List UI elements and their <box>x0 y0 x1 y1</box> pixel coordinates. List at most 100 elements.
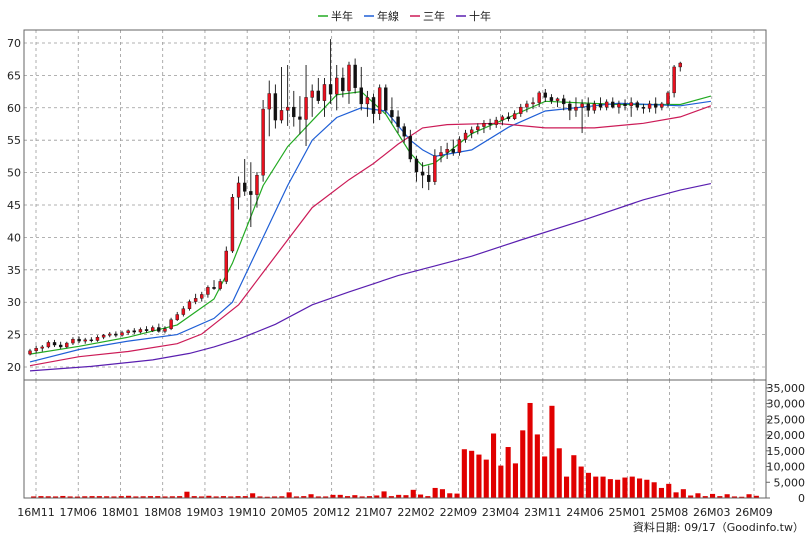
candle-body <box>28 350 32 355</box>
volume-bar <box>593 476 599 498</box>
candle <box>469 126 474 139</box>
candle-body <box>641 106 646 109</box>
volume-bar <box>250 493 256 498</box>
candle-body <box>598 103 603 108</box>
legend-label-year: 年線 <box>377 9 399 23</box>
candle <box>34 345 38 354</box>
x-tick-label: 18M08 <box>144 506 182 519</box>
candle-body <box>390 110 394 118</box>
candle <box>65 341 69 349</box>
candle-body <box>574 106 578 111</box>
volume-bar <box>651 482 657 498</box>
volume-bar <box>658 487 665 498</box>
candle <box>488 118 492 130</box>
candle <box>249 162 253 228</box>
volume-bar <box>622 477 628 498</box>
volume-bar <box>111 496 117 498</box>
candle <box>494 116 498 128</box>
candle-body <box>377 87 382 114</box>
candle-body <box>519 106 523 114</box>
candle-body <box>138 329 143 333</box>
volume-bar <box>447 493 453 498</box>
candle-body <box>469 129 474 134</box>
volume-bar <box>629 476 635 498</box>
candle-body <box>298 116 302 120</box>
price-tick-label: 60 <box>7 102 21 115</box>
candle-body <box>427 174 431 182</box>
candle-body <box>543 92 547 98</box>
candle <box>519 103 523 117</box>
candle <box>163 326 167 334</box>
volume-bar <box>469 450 475 498</box>
candle-body <box>586 103 590 111</box>
candle <box>316 77 321 104</box>
volume-bar <box>323 496 329 498</box>
volume-bar <box>184 491 190 498</box>
candle-body <box>365 97 370 105</box>
volume-tick-label: 25,000 <box>767 413 806 426</box>
volume-bar <box>578 466 584 498</box>
legend-item-year: 年線 <box>364 9 399 23</box>
candle-body <box>40 346 44 349</box>
volume-bar <box>534 434 540 498</box>
candle <box>647 100 652 113</box>
volume-bar <box>169 496 175 498</box>
candle <box>335 65 339 111</box>
candle <box>525 100 529 113</box>
candle <box>83 337 87 344</box>
volume-bar <box>89 496 95 498</box>
volume-bar <box>125 495 132 498</box>
candle <box>298 96 302 135</box>
candle-body <box>359 87 363 105</box>
candle <box>377 84 382 121</box>
volume-bar <box>257 496 263 498</box>
volume-bar <box>359 496 365 498</box>
candle <box>641 103 646 114</box>
candle-body <box>150 327 155 331</box>
candle-body <box>181 308 186 315</box>
candle-body <box>249 191 253 195</box>
volume-bar <box>607 479 613 498</box>
price-tick-label: 70 <box>7 37 21 50</box>
volume-bar <box>753 495 759 498</box>
candle <box>451 139 455 156</box>
candle-body <box>89 339 94 342</box>
candle <box>230 193 235 253</box>
candle-body <box>224 250 229 282</box>
candle <box>433 149 437 185</box>
candle <box>408 129 413 163</box>
candle-body <box>635 102 640 108</box>
candle-body <box>537 92 541 103</box>
candle-body <box>482 123 486 127</box>
candle <box>77 336 81 344</box>
candle-body <box>243 182 247 192</box>
volume-bar <box>454 493 460 498</box>
candle-body <box>549 97 554 101</box>
candle <box>660 101 664 111</box>
volume-bar <box>228 496 234 498</box>
candle-body <box>555 98 560 101</box>
volume-bar <box>512 463 519 498</box>
candle-body <box>525 103 529 108</box>
candle <box>224 246 229 285</box>
candle <box>132 328 136 334</box>
candle <box>365 90 370 117</box>
candle-body <box>512 113 517 119</box>
candle <box>28 348 32 356</box>
candle-body <box>335 77 339 95</box>
candle-body <box>660 103 664 108</box>
candle <box>322 77 327 117</box>
candle-body <box>157 327 161 332</box>
candle-body <box>420 171 425 176</box>
candle-body <box>654 103 658 108</box>
candle <box>672 65 676 98</box>
volume-axis-ticks: 0 5,000 10,000 15,000 20,000 25,000 30,000 35,0… <box>766 382 805 505</box>
candle <box>604 99 609 111</box>
candle <box>169 317 173 331</box>
candle <box>537 90 541 108</box>
candle-body <box>396 116 400 127</box>
candle-body <box>604 101 609 108</box>
x-tick-label: 26M09 <box>735 506 773 519</box>
candle-body <box>83 339 87 342</box>
candle-body <box>236 182 241 198</box>
